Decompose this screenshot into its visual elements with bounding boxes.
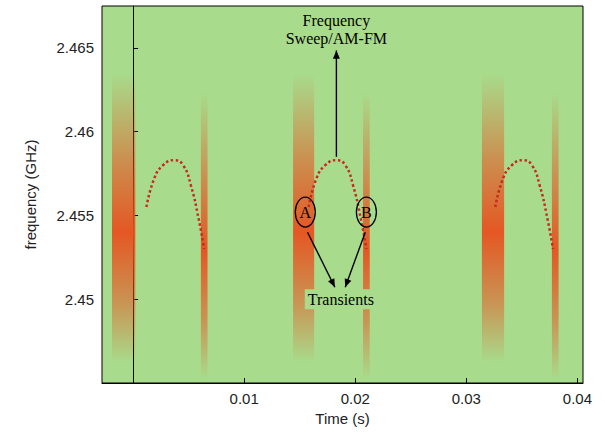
svg-text:0.03: 0.03 xyxy=(452,390,481,407)
svg-text:Transients: Transients xyxy=(308,291,374,308)
svg-text:B: B xyxy=(361,204,372,221)
svg-text:2.465: 2.465 xyxy=(56,39,94,56)
svg-text:frequency (GHz): frequency (GHz) xyxy=(22,139,39,249)
svg-text:2.45: 2.45 xyxy=(65,291,94,308)
svg-text:A: A xyxy=(300,204,312,221)
svg-text:Frequency: Frequency xyxy=(303,12,371,30)
svg-text:0.04: 0.04 xyxy=(563,390,592,407)
svg-text:0.01: 0.01 xyxy=(230,390,259,407)
svg-text:Time (s): Time (s) xyxy=(315,410,369,427)
svg-text:Sweep/AM-FM: Sweep/AM-FM xyxy=(286,30,387,48)
svg-text:2.46: 2.46 xyxy=(65,123,94,140)
svg-text:0.02: 0.02 xyxy=(341,390,370,407)
svg-text:2.455: 2.455 xyxy=(56,207,94,224)
